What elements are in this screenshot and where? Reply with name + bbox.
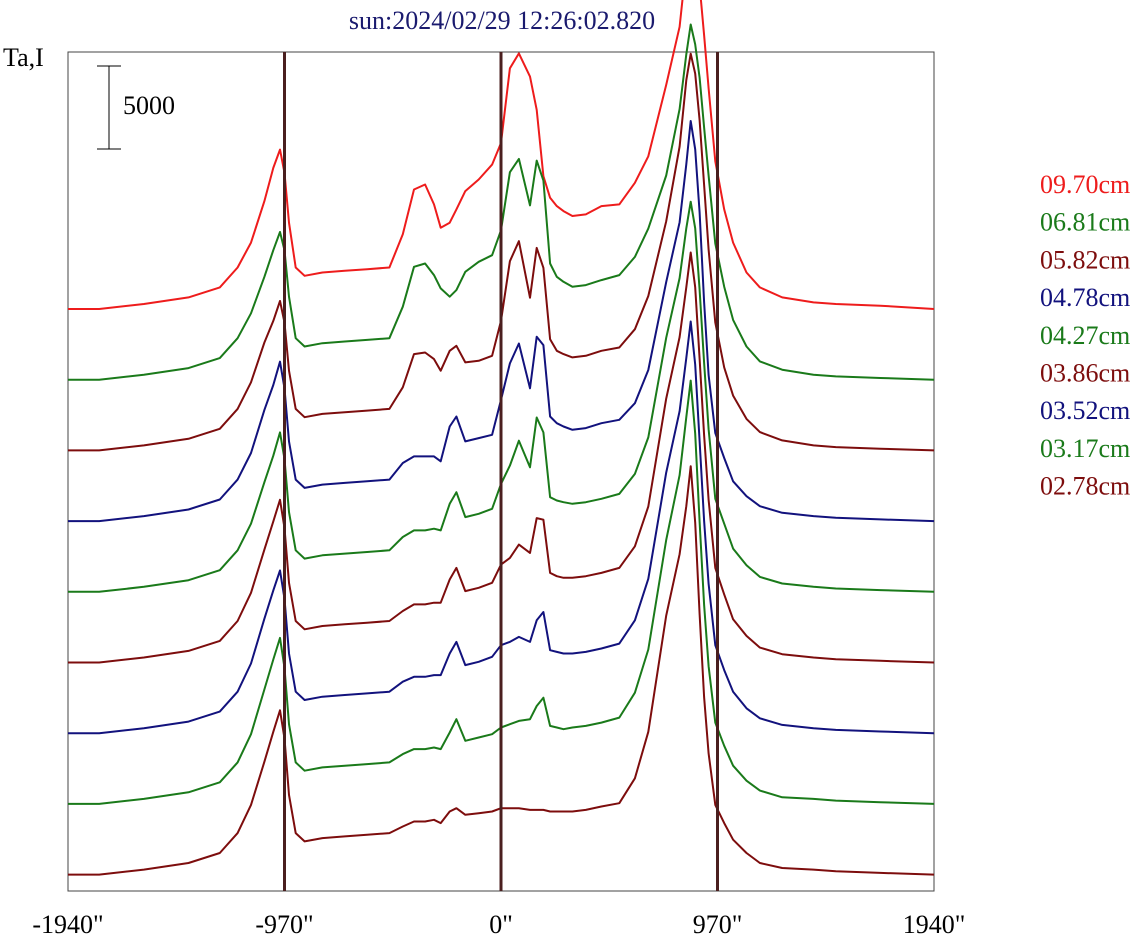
legend-entry: 09.70cm — [1040, 170, 1130, 199]
x-tick-label: 1940" — [903, 910, 966, 939]
legend-entry: 03.17cm — [1040, 434, 1130, 463]
legend-entry: 05.82cm — [1040, 245, 1130, 274]
y-axis-label: Ta,I — [3, 43, 44, 72]
chart-title: sun:2024/02/29 12:26:02.820 — [349, 6, 655, 35]
x-tick-label: 970" — [693, 910, 743, 939]
x-tick-labels: -1940" -970" 0" 970" 1940" — [32, 910, 965, 939]
scale-bar-label: 5000 — [123, 91, 175, 120]
legend-entry: 03.86cm — [1040, 359, 1130, 388]
legend-entry: 02.78cm — [1040, 472, 1130, 501]
vertical-lines — [283, 52, 719, 891]
x-tick-label: -970" — [255, 910, 313, 939]
x-tick-label: 0" — [489, 910, 513, 939]
legend-entry: 04.27cm — [1040, 321, 1130, 350]
legend: 09.70cm 06.81cm 05.82cm 04.78cm 04.27cm 03.86… — [1040, 170, 1130, 501]
legend-entry: 06.81cm — [1040, 208, 1130, 237]
x-tick-label: -1940" — [32, 910, 103, 939]
scale-bar: 5000 — [97, 65, 175, 150]
legend-entry: 04.78cm — [1040, 283, 1130, 312]
legend-entry: 03.52cm — [1040, 396, 1130, 425]
